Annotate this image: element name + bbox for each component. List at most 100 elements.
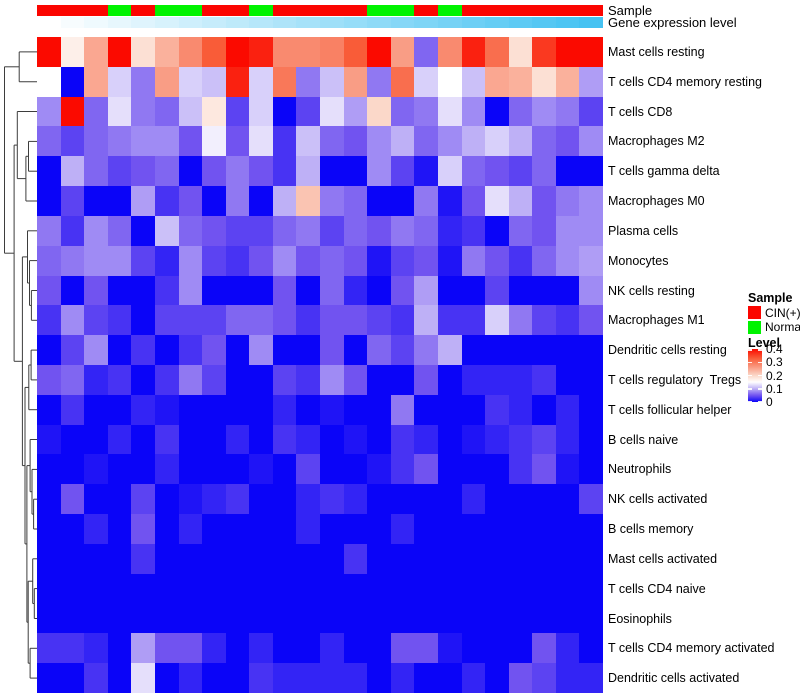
heatmap-cell (296, 454, 320, 484)
heatmap-cell (296, 246, 320, 276)
heatmap-cell (367, 454, 391, 484)
heatmap-cell (131, 276, 155, 305)
heatmap-cell (320, 484, 344, 514)
heatmap-cell (344, 186, 367, 216)
heatmap-cell (202, 216, 226, 246)
sample-annotation-cell (61, 5, 84, 16)
gene-expression-annotation-cell (438, 17, 462, 28)
heatmap-cell (249, 186, 273, 216)
row-label: Macrophages M2 (608, 134, 705, 148)
sample-annotation-cell (179, 5, 202, 16)
heatmap-cell (509, 425, 532, 454)
heatmap-cell (556, 663, 579, 693)
level-tick-label: 0.4 (766, 342, 783, 356)
heatmap-cell (249, 544, 273, 574)
heatmap-cell (179, 484, 202, 514)
heatmap-cell (226, 37, 249, 67)
heatmap-cell (391, 156, 414, 186)
heatmap-cell (438, 484, 462, 514)
heatmap-cell (179, 574, 202, 604)
heatmap-cell (462, 156, 485, 186)
heatmap-cell (344, 425, 367, 454)
heatmap-cell (273, 67, 296, 97)
heatmap-cell (462, 425, 485, 454)
heatmap-cell (391, 484, 414, 514)
level-tick-mark (758, 361, 762, 363)
heatmap-cell (320, 186, 344, 216)
heatmap-cell (391, 97, 414, 126)
heatmap-cell (155, 574, 179, 604)
level-tick-mark (758, 349, 762, 351)
heatmap-cell (509, 305, 532, 335)
heatmap-cell (226, 246, 249, 276)
heatmap-cell (61, 97, 84, 126)
gene-expression-annotation-cell (61, 17, 84, 28)
legend-item-label: CIN(+) (765, 305, 800, 320)
heatmap-cell (579, 126, 603, 156)
level-tick-label: 0.3 (766, 355, 783, 370)
heatmap-cell (202, 156, 226, 186)
heatmap-cell (414, 663, 438, 693)
heatmap-cell (532, 365, 556, 395)
heatmap-cell (344, 633, 367, 663)
heatmap-cell (155, 365, 179, 395)
heatmap-cell (556, 395, 579, 425)
level-tick-mark (758, 374, 762, 377)
row-label: T cells CD4 naive (608, 582, 706, 596)
heatmap-cell (320, 276, 344, 305)
heatmap-cell (556, 544, 579, 574)
heatmap-cell (485, 514, 509, 544)
heatmap-cell (155, 67, 179, 97)
heatmap-cell (367, 365, 391, 395)
heatmap-cell (61, 37, 84, 67)
heatmap-cell (509, 663, 532, 693)
heatmap-cell (155, 633, 179, 663)
heatmap-cell (226, 335, 249, 365)
heatmap-cell (226, 276, 249, 305)
heatmap-cell (226, 574, 249, 604)
heatmap-cell (84, 335, 108, 365)
heatmap-cell (108, 37, 131, 67)
heatmap-cell (579, 276, 603, 305)
heatmap-cell (532, 156, 556, 186)
heatmap-cell (509, 37, 532, 67)
heatmap-cell (414, 633, 438, 663)
heatmap-cell (155, 544, 179, 574)
heatmap-cell (485, 37, 509, 67)
heatmap-cell (509, 246, 532, 276)
heatmap-cell (131, 97, 155, 126)
heatmap-cell (438, 305, 462, 335)
gene-expression-annotation-cell (226, 17, 249, 28)
heatmap-cell (202, 663, 226, 693)
heatmap-cell (414, 365, 438, 395)
heatmap-cell (61, 186, 84, 216)
row-label: Neutrophils (608, 462, 672, 476)
heatmap-cell (485, 574, 509, 604)
heatmap-cell (61, 156, 84, 186)
heatmap-cell (532, 633, 556, 663)
heatmap-cell (579, 514, 603, 544)
heatmap-cell (509, 365, 532, 395)
heatmap-cell (273, 544, 296, 574)
heatmap-cell (179, 67, 202, 97)
gene-expression-annotation-cell (131, 17, 155, 28)
heatmap-cell (579, 574, 603, 604)
row-label: Dendritic cells resting (608, 343, 727, 357)
heatmap-cell (61, 216, 84, 246)
heatmap-cell (532, 604, 556, 633)
heatmap-cell (509, 67, 532, 97)
heatmap-cell (438, 276, 462, 305)
heatmap-cell (84, 663, 108, 693)
heatmap-cell (414, 574, 438, 604)
heatmap-cell (61, 633, 84, 663)
heatmap-cell (249, 663, 273, 693)
heatmap-cell (37, 126, 61, 156)
heatmap-cell (579, 67, 603, 97)
heatmap-cell (579, 365, 603, 395)
heatmap-cell (37, 246, 61, 276)
heatmap-cell (108, 246, 131, 276)
heatmap-cell (320, 37, 344, 67)
heatmap-cell (155, 425, 179, 454)
heatmap-cell (273, 156, 296, 186)
